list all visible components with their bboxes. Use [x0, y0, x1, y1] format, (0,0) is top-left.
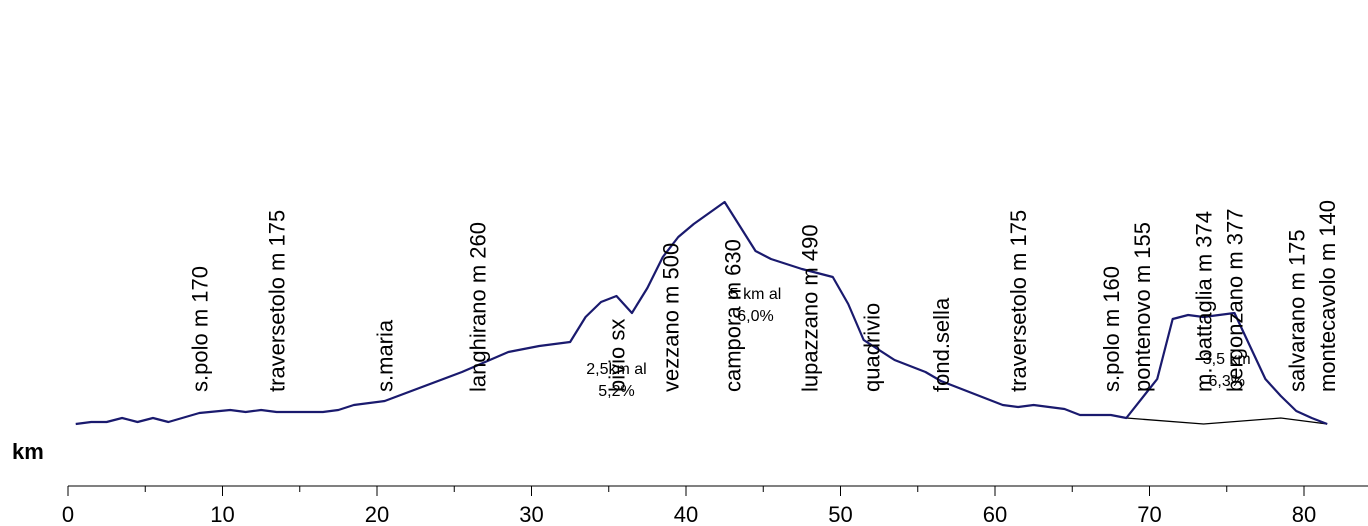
place-label: bivio sx [604, 319, 629, 392]
place-label: campora m 630 [720, 239, 745, 392]
place-label: lupazzano m 490 [798, 224, 823, 392]
grade-annotation: 5,2% [598, 383, 634, 400]
place-label: vezzano m 500 [659, 243, 684, 392]
grade-annotation: 5 km al [730, 286, 782, 303]
x-tick-label: 50 [828, 502, 852, 526]
place-label: s.maria [373, 319, 398, 392]
elevation-profile-line [75, 200, 1328, 426]
place-label: quadrivio [859, 303, 884, 392]
bypass-route-line [1126, 417, 1328, 425]
place-label: salvarano m 175 [1284, 229, 1309, 392]
place-label: m. battaglia m 374 [1192, 211, 1217, 392]
x-tick-label: 20 [365, 502, 389, 526]
x-tick-label: 0 [62, 502, 74, 526]
place-label: traversetolo m 175 [265, 210, 290, 392]
x-tick-label: 10 [210, 502, 234, 526]
place-label: montecavolo m 140 [1315, 200, 1340, 392]
place-label: pontenovo m 155 [1130, 222, 1155, 392]
grade-annotation: 6,0% [737, 308, 773, 325]
x-tick-label: 80 [1292, 502, 1316, 526]
grade-annotation: 3,5 km [1203, 351, 1251, 368]
place-label: langhirano m 260 [465, 222, 490, 392]
place-label: s.polo m 170 [187, 266, 212, 392]
grade-annotations-layer: 2,5km al 5,2% 5 km al 6,0% 3,5 km 6,3% [586, 286, 1251, 400]
grade-annotation: 6,3% [1209, 373, 1245, 390]
x-tick-label: 70 [1137, 502, 1161, 526]
place-label: traversetolo m 175 [1006, 210, 1031, 392]
x-tick-label: 30 [519, 502, 543, 526]
place-label: fond.sella [929, 297, 954, 392]
x-tick-label: 60 [983, 502, 1007, 526]
x-axis: km 0 10 20 30 40 50 60 70 80 [12, 439, 1368, 526]
x-tick-label: 40 [674, 502, 698, 526]
grade-annotation: 2,5km al [586, 361, 646, 378]
place-label: s.polo m 160 [1099, 266, 1124, 392]
x-axis-unit-label: km [12, 439, 44, 464]
place-label: bergonzano m 377 [1222, 209, 1247, 392]
place-labels-layer: s.polo m 170 traversetolo m 175 s.maria lan… [187, 200, 1340, 392]
series-layer [75, 200, 1328, 426]
